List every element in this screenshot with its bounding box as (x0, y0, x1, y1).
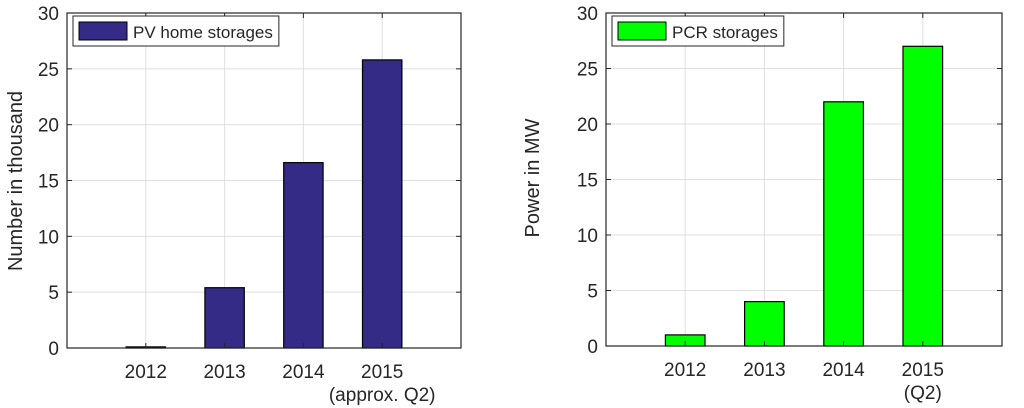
x-tick-label: 2014 (282, 362, 325, 383)
bar-2014 (823, 101, 864, 347)
chart-panel-2: 0 5 10 15 20 25 30 2012 2013 2014 2015(Q2) Power in… (522, 4, 1003, 404)
bar-2014 (283, 162, 324, 349)
y-tick-label: 15 (577, 171, 598, 192)
x-tick-label: 2012 (125, 362, 167, 383)
y-tick-label: 10 (577, 226, 598, 247)
x-tick-sublabel: (Q2) (904, 383, 942, 404)
y-tick-label: 25 (38, 60, 59, 81)
legend-swatch (78, 21, 128, 41)
x-tick-label: 2015 (361, 362, 403, 383)
x-tick-label: 2013 (203, 362, 245, 383)
legend: PCR storages (611, 15, 785, 47)
y-tick-label: 5 (48, 283, 59, 304)
legend-label: PV home storages (133, 23, 273, 42)
y-tick-label: 0 (587, 337, 598, 358)
bar-2015 (902, 45, 944, 347)
y-tick-label: 25 (577, 60, 598, 81)
y-tick-label: 0 (48, 339, 59, 360)
y-tick-label: 20 (577, 115, 598, 136)
y-tick-label: 5 (587, 282, 598, 303)
bar-2013 (743, 301, 785, 347)
x-tick-sublabel: (approx. Q2) (329, 385, 436, 406)
y-axis-label: Number in thousand (5, 91, 27, 271)
chart-panel-1: 0 5 10 15 20 25 30 2012 2013 2014 2015(approx. Q2)… (5, 4, 462, 406)
bar-2013 (204, 287, 245, 349)
legend-label: PCR storages (672, 23, 778, 42)
y-axis-label: Power in MW (522, 118, 544, 237)
y-tick-label: 20 (38, 116, 59, 137)
y-tick-label: 10 (38, 227, 59, 248)
legend-swatch (617, 21, 667, 41)
bar-2015 (361, 59, 403, 349)
y-tick-label: 15 (38, 172, 59, 193)
legend: PV home storages (72, 15, 280, 47)
x-tick-label: 2013 (743, 360, 785, 381)
y-tick-label: 30 (38, 4, 59, 25)
y-tick-label: 30 (577, 4, 598, 25)
x-tick-label: 2012 (664, 360, 706, 381)
x-tick-label: 2014 (822, 360, 865, 381)
x-tick-label: 2015 (902, 360, 944, 381)
